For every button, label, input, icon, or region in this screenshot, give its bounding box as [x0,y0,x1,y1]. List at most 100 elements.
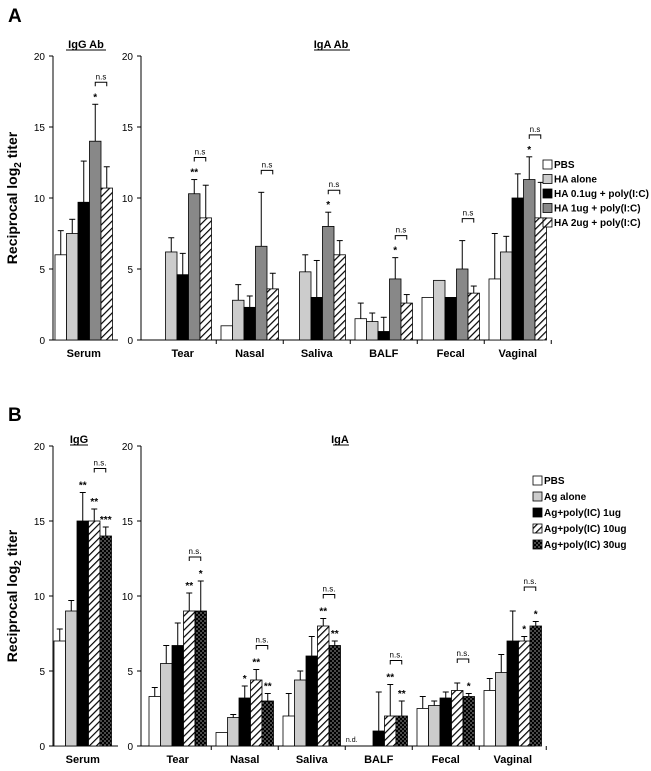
x-tick-label: Nasal [235,348,264,360]
bar [495,672,508,747]
significance-star: ** [398,689,406,700]
x-tick-label: Tear [172,348,195,360]
bar [282,715,295,747]
significance-star: * [199,569,203,580]
significance-bracket [94,81,108,87]
significance-label: n.s. [189,547,202,556]
significance-star: * [467,682,471,693]
legend-swatch [532,507,543,518]
significance-label: n.s [96,72,107,81]
significance-bracket [394,235,408,240]
legend-swatch [532,539,543,550]
bar [238,697,251,747]
significance-star: * [522,625,526,636]
bar [395,715,408,747]
legend-swatch [542,203,553,213]
bar [220,325,233,341]
y-tick-label: 5 [127,265,133,276]
bar [462,696,475,747]
bar [511,197,524,341]
y-tick-label: 20 [34,442,46,453]
y-tick-label: 5 [127,667,133,678]
bar [89,140,102,341]
legend-swatch [542,174,553,184]
bar [305,655,318,747]
significance-label: n.s [396,226,407,235]
significance-label: n.s. [390,651,403,660]
x-tick-label: Fecal [432,754,460,766]
x-tick-label: Nasal [230,754,259,766]
bar [483,690,496,747]
significance-star: ** [90,497,98,508]
significance-bracket [461,218,475,223]
significance-bracket [260,169,274,175]
x-tick-label: Tear [167,754,190,766]
subplot-title: IgA [331,434,349,446]
legend-swatch [532,523,543,534]
bar [534,217,547,341]
bar [529,625,542,747]
significance-star: * [326,200,330,211]
significance-star: ** [386,673,394,684]
bar [299,271,312,341]
y-tick-label: 0 [39,742,45,753]
legend-swatch [532,475,543,486]
legend-label: PBS [544,476,565,487]
significance-star: ** [190,168,198,179]
y-tick-label: 10 [34,194,46,205]
bar [317,625,330,747]
panel-label-b: B [8,405,22,426]
x-tick-label: Fecal [437,348,465,360]
y-tick-label: 0 [127,336,133,347]
significance-bracket [193,157,207,162]
bar [199,217,212,341]
bar [433,279,446,341]
bar [194,610,207,747]
y-axis-label: Reciprocal log2 titer [4,529,24,662]
bar [99,535,112,747]
legend-label: Ag+poly(IC) 10ug [544,524,627,535]
bar [328,645,341,747]
bar [439,697,452,747]
y-tick-label: 15 [122,123,134,134]
panel-label-a: A [8,6,22,27]
significance-label: n.s. [524,577,537,586]
bar [506,640,519,747]
x-tick-label: Saliva [296,754,329,766]
significance-star: ** [331,629,339,640]
bar [294,679,307,747]
legend-label: PBS [554,160,575,171]
bar [53,640,66,747]
bar [76,520,89,747]
y-tick-label: 15 [122,517,134,528]
x-tick-label: Serum [66,754,100,766]
x-tick-label: BALF [364,754,394,766]
significance-label: n.s. [457,649,470,658]
bar [266,288,279,341]
bar [451,690,464,747]
legend-swatch [532,491,543,502]
x-tick-label: Vaginal [498,348,537,360]
subplot-title: IgG Ab [68,39,104,51]
subplot-title: IgA Ab [314,39,349,51]
bar [366,321,379,341]
significance-star: ** [79,481,87,492]
bar [416,708,429,747]
bar [333,254,346,341]
significance-label: n.s. [323,585,336,594]
bar [523,179,536,341]
bar [421,296,434,341]
x-tick-label: BALF [369,348,399,360]
bar [171,645,184,747]
bar [456,268,469,341]
y-tick-label: 20 [122,52,134,63]
y-tick-label: 15 [34,517,46,528]
legend-label: HA alone [554,175,597,186]
bar [183,610,196,747]
y-tick-label: 20 [34,52,46,63]
significance-star: ** [252,658,260,669]
legend-label: Ag+poly(IC) 1ug [544,508,621,519]
bar [243,306,256,341]
significance-star: * [393,246,397,257]
bar [518,640,531,747]
